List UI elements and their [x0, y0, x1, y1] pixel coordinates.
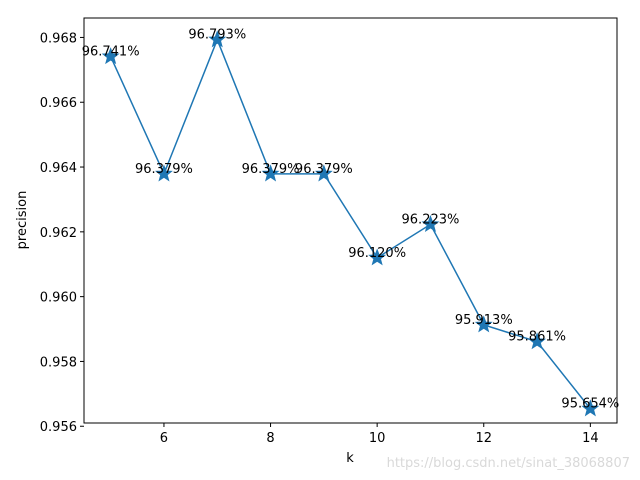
star-marker — [368, 248, 387, 266]
data-label: 95.654% — [561, 397, 619, 412]
x-tick-label: 8 — [266, 431, 274, 446]
y-tick-label: 0.968 — [40, 31, 77, 46]
y-tick-label: 0.956 — [40, 420, 77, 435]
y-axis-ticks: 0.956 0.958 0.960 0.962 0.964 0.966 0.968 — [40, 31, 84, 435]
data-label: 96.379% — [295, 162, 353, 177]
data-label: 95.913% — [455, 313, 513, 328]
series-line — [109, 37, 591, 410]
watermark-text: https://blog.csdn.net/sinat_38068807 — [387, 456, 630, 471]
data-label: 96.379% — [242, 162, 300, 177]
y-tick-label: 0.960 — [40, 291, 77, 306]
star-marker — [155, 164, 173, 182]
data-labels: 96.741%96.379%96.793%96.379%96.379%96.12… — [82, 28, 620, 412]
star-marker — [261, 164, 280, 182]
y-tick-label: 0.958 — [40, 355, 77, 370]
star-marker — [314, 164, 333, 182]
data-label: 96.223% — [402, 212, 460, 227]
data-label: 96.741% — [82, 45, 140, 60]
star-marker — [581, 399, 600, 417]
star-marker — [101, 47, 120, 65]
x-axis-ticks: 6 8 10 12 14 — [160, 423, 599, 446]
plot-area-frame — [83, 17, 618, 424]
y-tick-label: 0.962 — [40, 226, 77, 241]
y-tick-label: 0.964 — [40, 161, 77, 176]
star-marker — [208, 30, 227, 48]
star-marker — [421, 214, 440, 232]
data-label: 96.793% — [188, 28, 246, 43]
star-marker — [528, 332, 546, 350]
y-tick-label: 0.966 — [40, 96, 77, 111]
data-label: 96.120% — [348, 246, 406, 261]
data-label: 95.861% — [508, 330, 566, 345]
x-tick-label: 14 — [582, 431, 599, 446]
series-markers — [101, 30, 600, 417]
x-tick-label: 12 — [475, 431, 492, 446]
y-axis-label: precision — [15, 191, 30, 250]
x-axis-label: k — [346, 451, 354, 466]
x-tick-label: 6 — [160, 431, 168, 446]
star-marker — [474, 315, 493, 333]
x-tick-label: 10 — [369, 431, 386, 446]
data-label: 96.379% — [135, 162, 193, 177]
